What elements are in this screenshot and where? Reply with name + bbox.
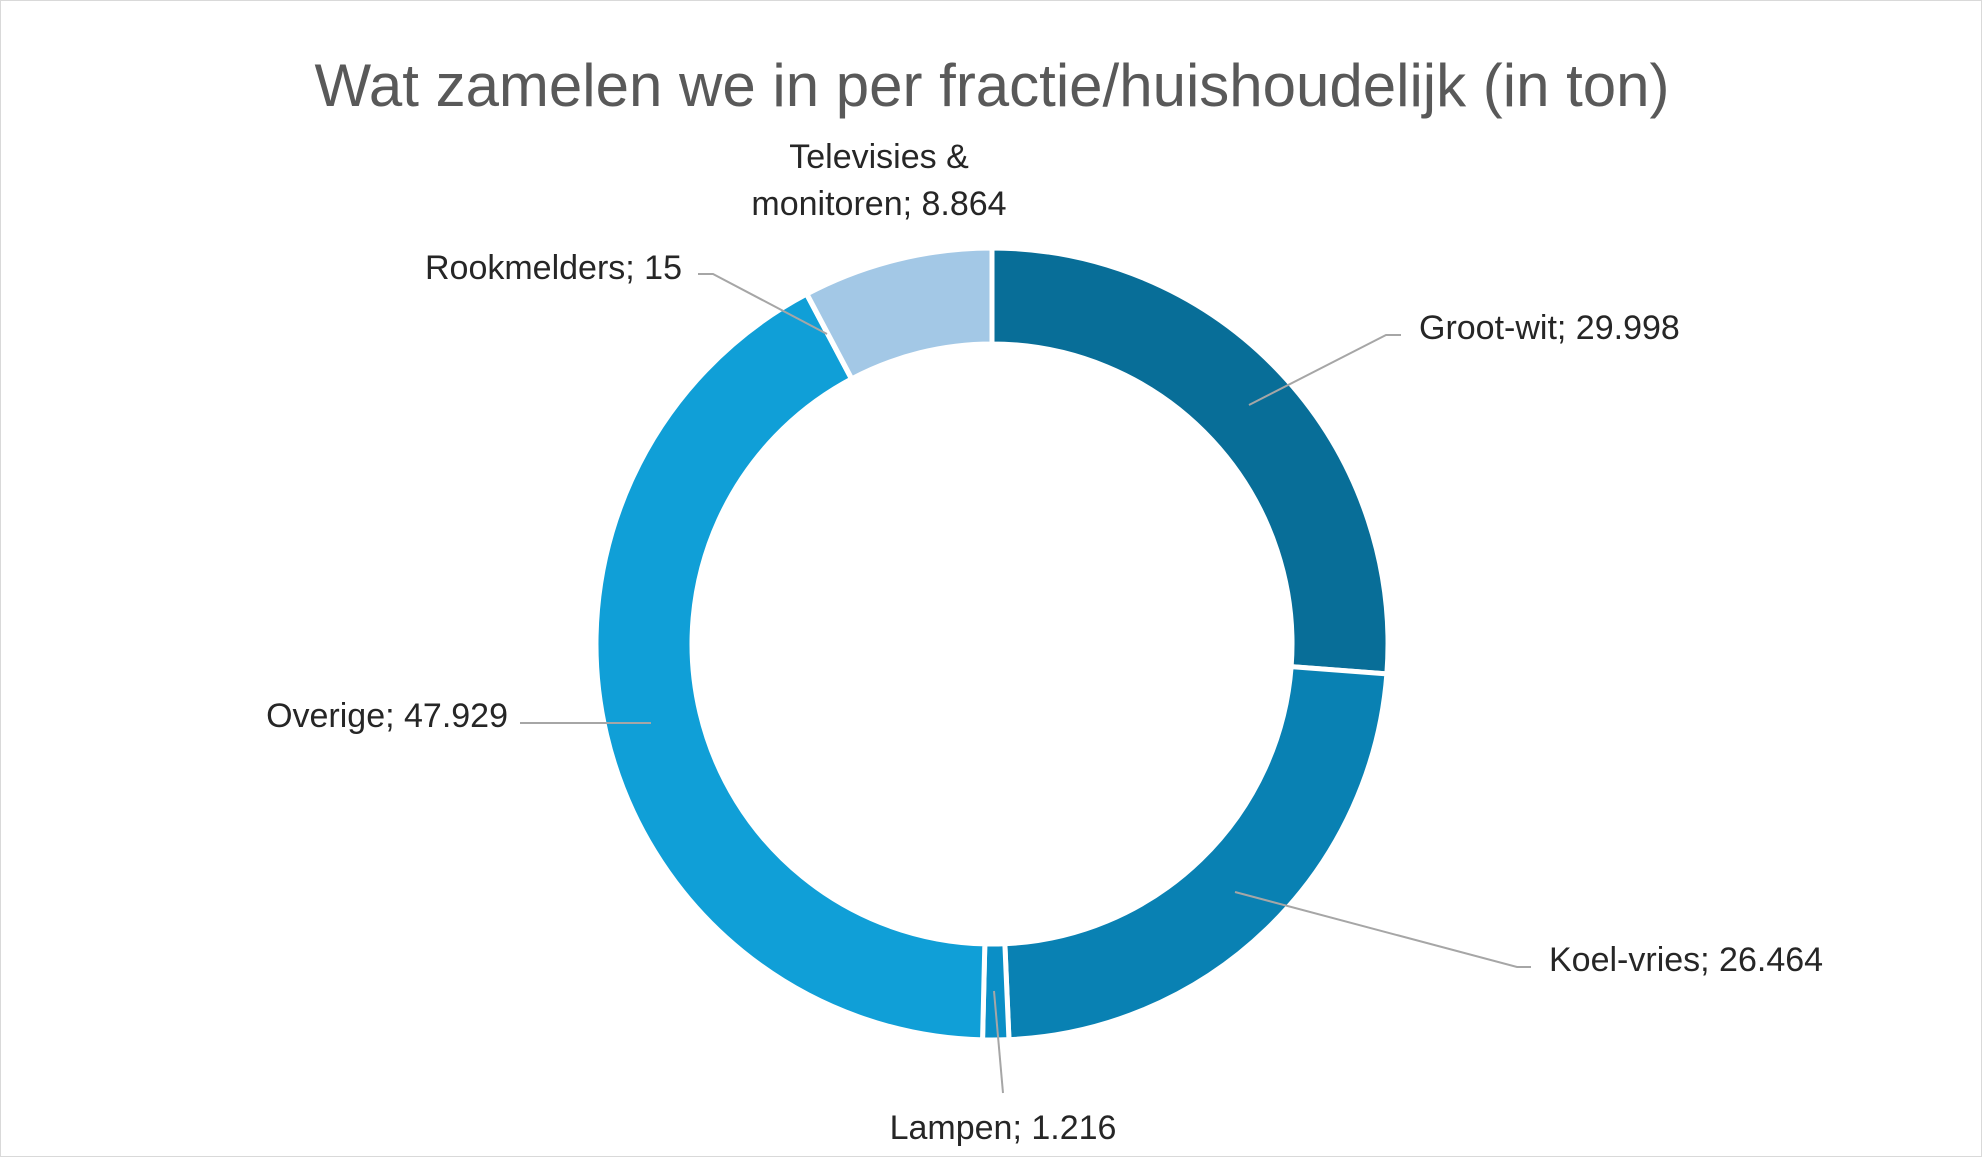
data-label-televisies-and-monitoren: Televisies & monitoren; 8.864 (751, 138, 1006, 223)
slices-group (593, 245, 1391, 1043)
data-label-overige: Overige; 47.929 (266, 697, 508, 735)
leader-line-lampen (993, 990, 1004, 1094)
data-label-groot-wit: Groot-wit; 29.998 (1419, 309, 1680, 347)
leader-line-koel-vries (1234, 891, 1531, 968)
data-label-koel-vries: Koel-vries; 26.464 (1549, 941, 1823, 979)
data-labels-group: Groot-wit; 29.998 Koel-vries; 26.464 Lampe… (266, 138, 1823, 1147)
chart-title: Wat zamelen we in per fractie/huishoudel… (314, 52, 1669, 119)
slice-overige (593, 290, 988, 1043)
leader-line-groot-wit (1248, 334, 1401, 406)
slice-groot-wit (989, 245, 1391, 677)
leader-lines-group (520, 273, 1531, 1094)
slice-koel-vries (1002, 663, 1390, 1043)
data-label-rookmelders: Rookmelders; 15 (425, 249, 682, 287)
slice-televisies-and-monitoren (803, 245, 995, 383)
leader-line-rookmelders (698, 273, 828, 335)
data-label-lampen: Lampen; 1.216 (890, 1109, 1117, 1147)
